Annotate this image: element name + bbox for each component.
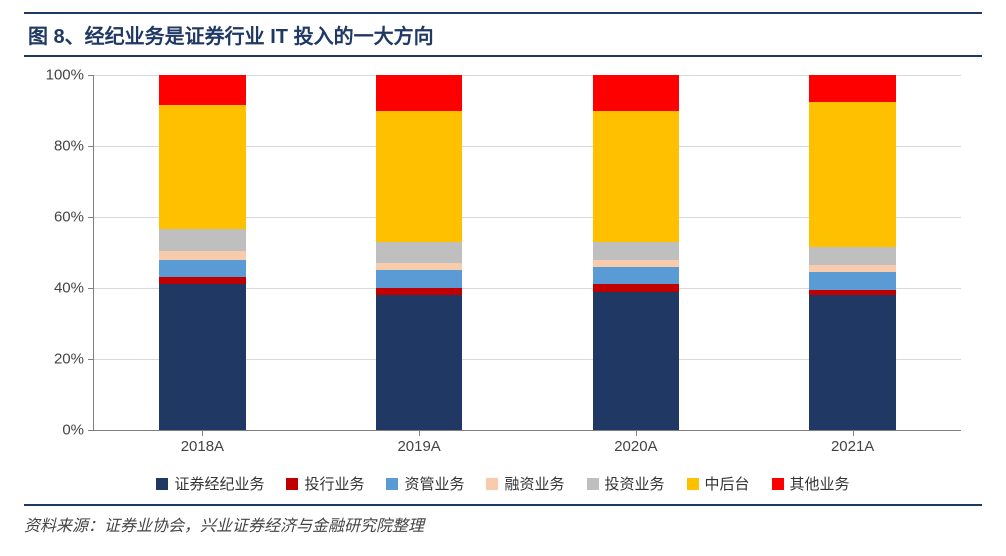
legend-label: 资管业务 [404, 473, 464, 494]
bar-segment [809, 75, 896, 102]
bar-segment [159, 284, 246, 430]
bar-segment [376, 75, 463, 111]
bar-segment [159, 260, 246, 278]
bar-segment [809, 290, 896, 295]
legend-label: 融资业务 [504, 473, 564, 494]
legend-label: 其他业务 [790, 473, 850, 494]
bar-segment [593, 260, 680, 267]
bar [376, 75, 463, 430]
bar-segment [593, 242, 680, 260]
legend-swatch [286, 478, 298, 490]
legend-swatch [386, 478, 398, 490]
y-axis-label: 20% [54, 351, 94, 368]
bar-segment [376, 270, 463, 288]
bar-segment [159, 75, 246, 105]
chart-container: 0% 20% 40% 60% 80% 100% 2018A 2019A 2020A 2021A [33, 67, 973, 467]
bar-segment [593, 267, 680, 285]
bar-segment [159, 229, 246, 250]
bar-segment [809, 272, 896, 290]
legend-item: 投资业务 [587, 473, 665, 494]
bar-segment [376, 242, 463, 263]
legend-label: 证券经纪业务 [174, 473, 264, 494]
bar-segment [593, 75, 680, 111]
legend-item: 证券经纪业务 [156, 473, 264, 494]
y-axis-label: 0% [62, 422, 94, 439]
x-axis-label: 2018A [181, 430, 224, 455]
bar-segment [159, 251, 246, 260]
bar-segment [159, 277, 246, 284]
legend-label: 中后台 [705, 473, 750, 494]
legend-swatch [156, 478, 168, 490]
legend-swatch [687, 478, 699, 490]
legend-item: 融资业务 [486, 473, 564, 494]
bar-segment [593, 292, 680, 430]
bar [159, 75, 246, 430]
legend-item: 投行业务 [286, 473, 364, 494]
figure-title: 图 8、经纪业务是证券行业 IT 投入的一大方向 [24, 12, 982, 57]
x-axis-label: 2021A [831, 430, 874, 455]
legend-item: 资管业务 [386, 473, 464, 494]
legend-label: 投资业务 [605, 473, 665, 494]
source-caption: 资料来源：证券业协会，兴业证券经济与金融研究院整理 [24, 504, 982, 536]
legend-item: 其他业务 [772, 473, 850, 494]
bar-segment [809, 265, 896, 272]
bar-segment [376, 295, 463, 430]
bar-segment [593, 284, 680, 291]
bar-segment [159, 105, 246, 229]
bar-segment [593, 111, 680, 242]
legend-item: 中后台 [687, 473, 750, 494]
bar-segment [809, 102, 896, 248]
bar-segment [809, 247, 896, 265]
legend-swatch [486, 478, 498, 490]
x-axis-label: 2020A [614, 430, 657, 455]
bar [593, 75, 680, 430]
bar-segment [809, 295, 896, 430]
legend-swatch [772, 478, 784, 490]
y-axis-label: 80% [54, 138, 94, 155]
bar [809, 75, 896, 430]
y-axis-label: 100% [46, 67, 94, 84]
bar-segment [376, 263, 463, 270]
y-axis-label: 60% [54, 209, 94, 226]
bar-segment [376, 288, 463, 295]
legend-swatch [587, 478, 599, 490]
legend: 证券经纪业务 投行业务 资管业务 融资业务 投资业务 中后台 其他业务 [53, 473, 953, 494]
bar-segment [376, 111, 463, 242]
legend-label: 投行业务 [304, 473, 364, 494]
x-axis-label: 2019A [397, 430, 440, 455]
plot-area: 0%20%40%60%80%100%2018A2019A2020A2021A [93, 75, 961, 431]
y-axis-label: 40% [54, 280, 94, 297]
